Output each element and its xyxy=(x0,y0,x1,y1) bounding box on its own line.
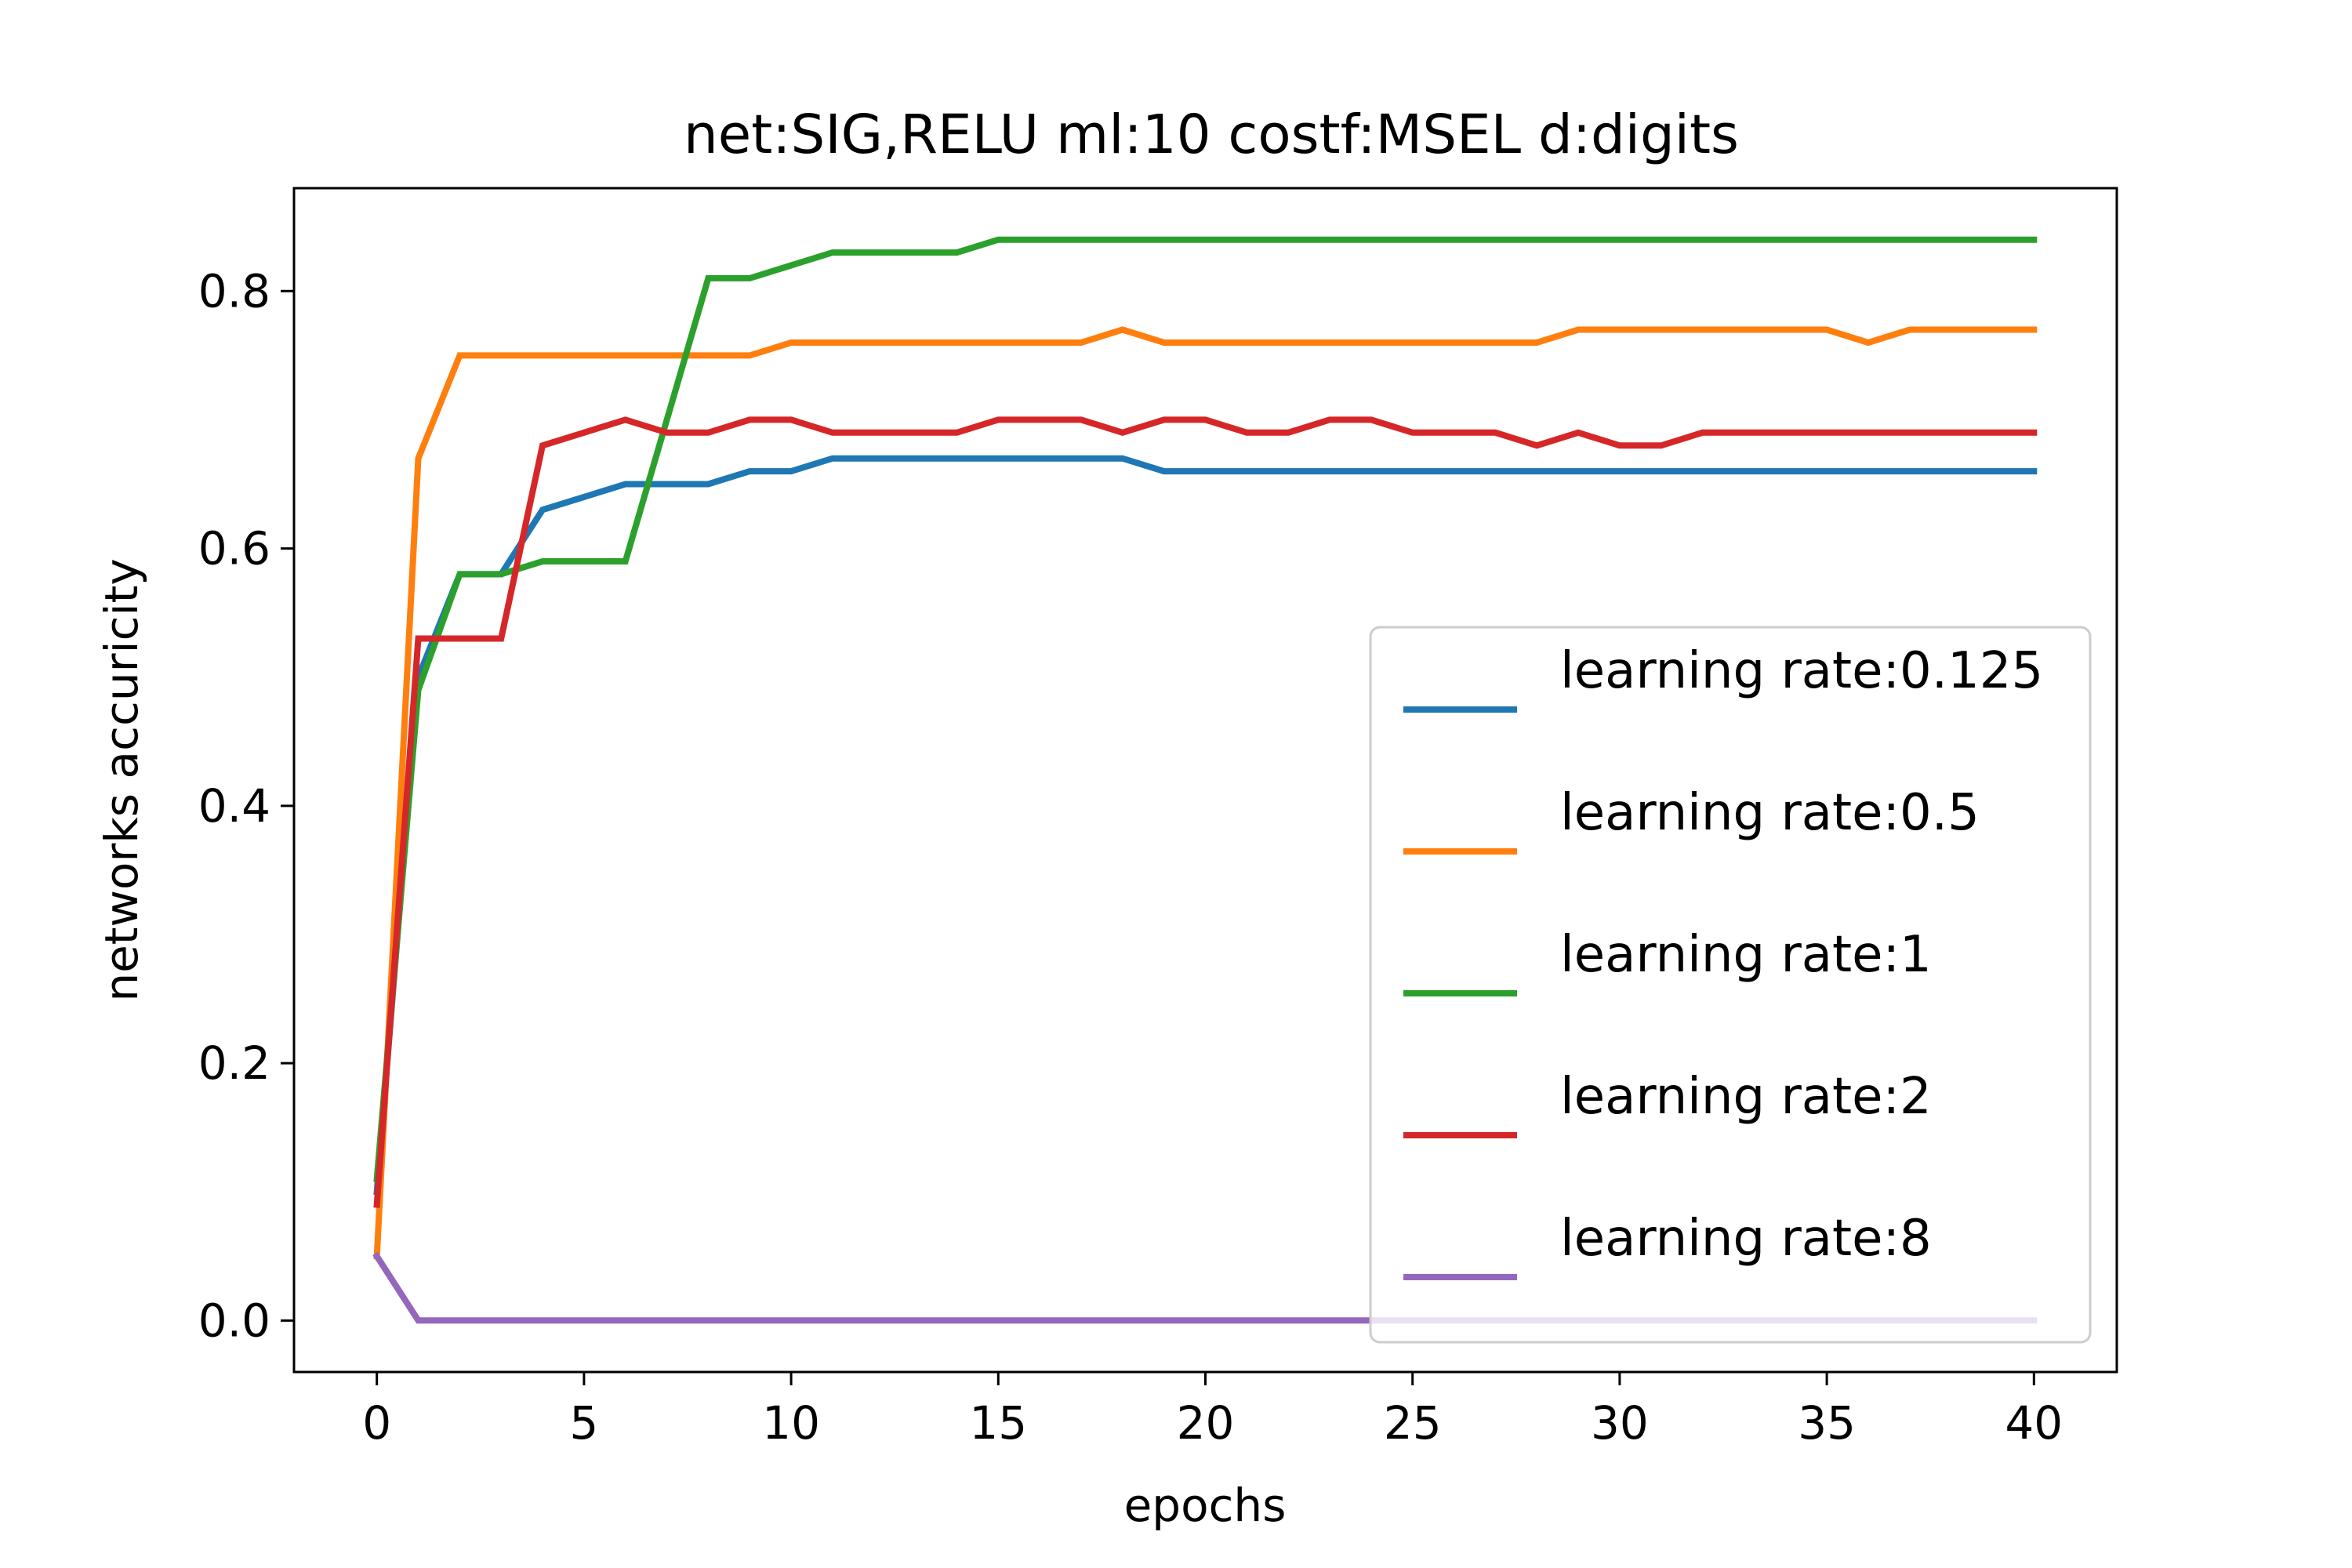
x-tick-label: 35 xyxy=(1798,1396,1856,1450)
legend-label-1: learning rate:0.5 xyxy=(1560,784,1980,842)
legend-box xyxy=(1369,626,2092,1344)
x-tick-label: 25 xyxy=(1384,1396,1442,1450)
y-tick-label: 0.2 xyxy=(198,1036,270,1090)
chart-title: net:SIG,RELU ml:10 costf:MSEL d:digits xyxy=(684,103,1739,166)
y-axis: 0.0 0.2 0.4 0.6 0.8 xyxy=(198,264,294,1347)
series-line-2 xyxy=(373,236,2038,1183)
x-axis: 0 5 10 15 20 25 30 35 40 xyxy=(362,1372,2063,1450)
x-tick-label: 0 xyxy=(362,1396,391,1450)
legend: learning rate:0.125 learning rate:0.5 lear… xyxy=(1369,626,2092,1344)
series-line-1 xyxy=(373,326,2038,1260)
x-tick-label: 5 xyxy=(569,1396,598,1450)
y-tick-label: 0.6 xyxy=(198,522,270,575)
y-tick-label: 0.8 xyxy=(198,264,270,318)
legend-label-4: learning rate:8 xyxy=(1560,1210,1932,1268)
legend-label-0: learning rate:0.125 xyxy=(1560,642,2043,700)
x-tick-label: 40 xyxy=(2005,1396,2063,1450)
y-axis-label: networks accuricity xyxy=(95,558,148,1001)
y-tick-label: 0.0 xyxy=(198,1294,270,1347)
series-line-3 xyxy=(373,416,2038,1208)
series-line-0 xyxy=(373,455,2038,1196)
x-axis-label: epochs xyxy=(1124,1479,1287,1532)
legend-label-2: learning rate:1 xyxy=(1560,926,1932,984)
series-layer xyxy=(372,236,2038,1324)
x-tick-label: 10 xyxy=(762,1396,820,1450)
y-tick-label: 0.4 xyxy=(198,779,270,833)
x-tick-label: 15 xyxy=(969,1396,1027,1450)
x-tick-label: 30 xyxy=(1591,1396,1649,1450)
x-tick-label: 20 xyxy=(1177,1396,1235,1450)
legend-label-3: learning rate:2 xyxy=(1560,1068,1932,1126)
